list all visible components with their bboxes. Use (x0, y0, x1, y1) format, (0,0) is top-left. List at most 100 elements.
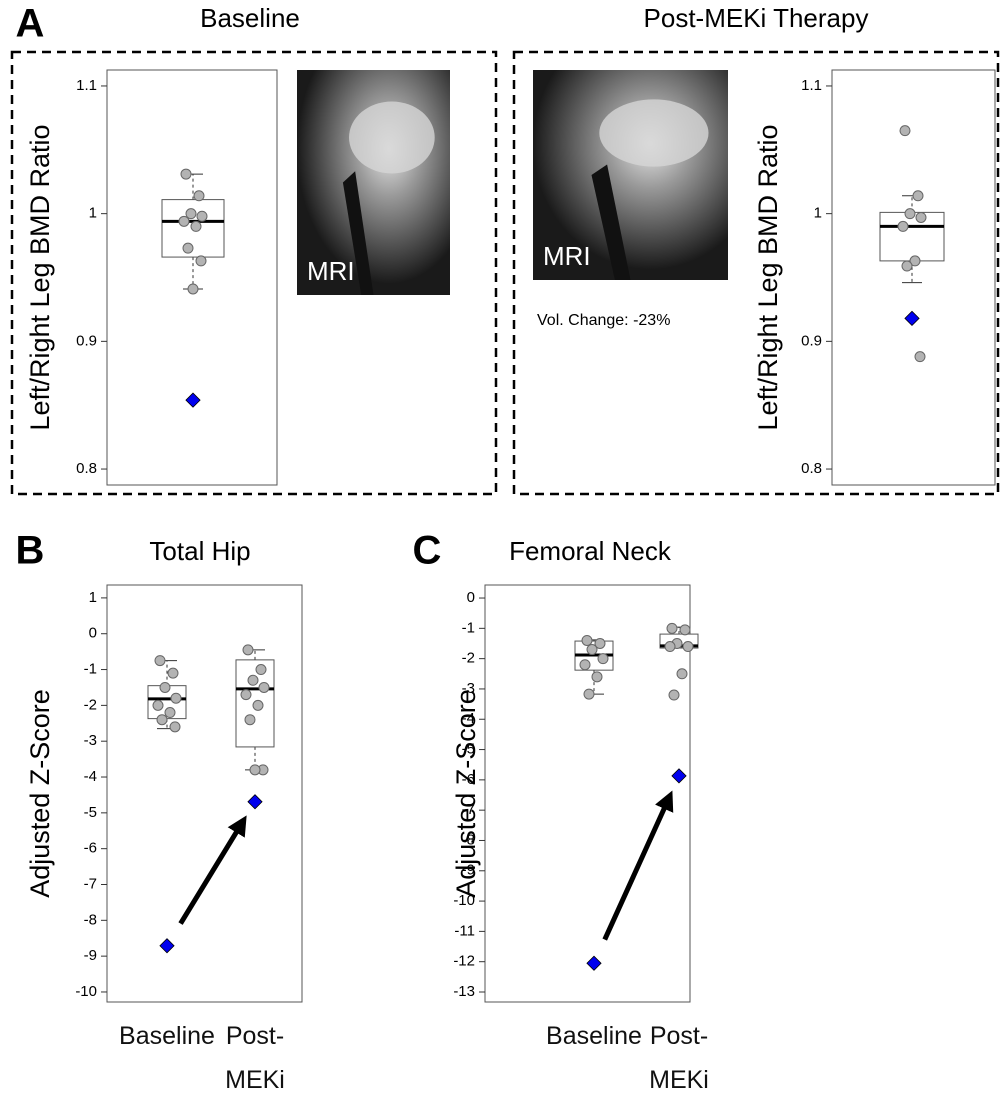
data-point (252, 699, 264, 711)
y-tick-label: -5 (84, 804, 97, 821)
data-point (167, 667, 179, 679)
highlight-point (185, 392, 201, 408)
y-tick-label: -1 (462, 619, 475, 636)
mri-femur (342, 171, 374, 295)
data-point (664, 641, 676, 653)
data-point (169, 721, 181, 733)
y-axis-label: Left/Right Leg BMD Ratio (753, 124, 783, 430)
y-tick-label: -1 (84, 661, 97, 678)
data-point (152, 699, 164, 711)
y-tick-label: 0 (89, 625, 97, 642)
data-point (258, 681, 270, 693)
y-tick-label: -12 (453, 953, 475, 970)
data-point (170, 692, 182, 704)
data-point (583, 688, 595, 700)
data-point (581, 634, 593, 646)
y-tick-label: -3 (462, 680, 475, 697)
x-tick-label: Post-MEKi (225, 1022, 285, 1094)
data-point (178, 215, 190, 227)
box (879, 211, 945, 262)
y-tick-label: -2 (84, 696, 97, 713)
mri-tissue (599, 99, 709, 167)
data-point (904, 208, 916, 220)
data-point (244, 714, 256, 726)
data-point (897, 220, 909, 232)
data-point (594, 637, 606, 649)
panel-title: Post-MEKi Therapy (644, 3, 869, 33)
data-point (579, 659, 591, 671)
data-point (668, 689, 680, 701)
panel-title: Total Hip (149, 536, 250, 566)
data-point (185, 208, 197, 220)
data-point (247, 674, 259, 686)
y-tick-label: -6 (84, 840, 97, 857)
data-point (242, 644, 254, 656)
data-point (679, 624, 691, 636)
y-tick-label: 0.9 (801, 332, 822, 349)
panel-letter: B (16, 529, 45, 573)
y-tick-label: -13 (453, 983, 475, 1000)
mri-tissue (349, 101, 435, 174)
mri-femur (591, 164, 631, 280)
panel-letter: C (413, 529, 442, 573)
data-point (586, 644, 598, 656)
data-point (901, 260, 913, 272)
y-tick-label: 0.8 (801, 460, 822, 477)
panel-title: Baseline (200, 3, 300, 33)
y-tick-label: 1 (814, 205, 822, 222)
data-point (159, 681, 171, 693)
data-point (195, 255, 207, 267)
data-point (676, 668, 688, 680)
y-axis-label: Adjusted Z-Score (451, 689, 481, 898)
data-point (182, 242, 194, 254)
data-point (156, 714, 168, 726)
data-point (666, 622, 678, 634)
y-tick-label: -10 (453, 892, 475, 909)
arrow (602, 790, 674, 941)
image-label: MRI (307, 256, 355, 286)
data-point (196, 210, 208, 222)
y-tick-label: -8 (84, 911, 97, 928)
arrow (178, 815, 247, 925)
y-tick-label: -4 (462, 710, 475, 727)
y-tick-label: -6 (462, 771, 475, 788)
y-tick-label: 0 (467, 589, 475, 606)
data-point (909, 255, 921, 267)
data-point (591, 671, 603, 683)
data-point (255, 664, 267, 676)
data-point (190, 220, 202, 232)
plot-frame (106, 584, 303, 1003)
y-tick-label: 0.9 (76, 332, 97, 349)
y-tick-label: 0.8 (76, 460, 97, 477)
data-point (915, 211, 927, 223)
y-tick-label: 1 (89, 589, 97, 606)
panel-frame (512, 50, 1000, 496)
highlight-point (586, 955, 602, 971)
plot-frame (106, 69, 278, 486)
data-point (914, 351, 926, 363)
y-tick-label: -4 (84, 768, 97, 785)
y-tick-label: -8 (462, 831, 475, 848)
data-point (249, 764, 261, 776)
plot-frame (484, 584, 691, 1003)
panel-letter: A (16, 2, 45, 46)
data-point (912, 190, 924, 202)
y-tick-label: -3 (84, 732, 97, 749)
x-tick-label: Baseline (119, 1022, 215, 1050)
y-tick-label: -7 (84, 875, 97, 892)
y-tick-label: -2 (462, 650, 475, 667)
y-axis-label: Left/Right Leg BMD Ratio (25, 124, 55, 430)
data-point (597, 653, 609, 665)
data-point (682, 641, 694, 653)
x-tick-label: Baseline (546, 1022, 642, 1050)
panel-title: Femoral Neck (509, 536, 672, 566)
y-tick-label: 1.1 (801, 77, 822, 94)
highlight-point (671, 768, 687, 784)
y-tick-label: -10 (75, 983, 97, 1000)
data-point (240, 689, 252, 701)
data-point (154, 655, 166, 667)
y-tick-label: -11 (454, 922, 475, 939)
highlight-point (904, 310, 920, 326)
